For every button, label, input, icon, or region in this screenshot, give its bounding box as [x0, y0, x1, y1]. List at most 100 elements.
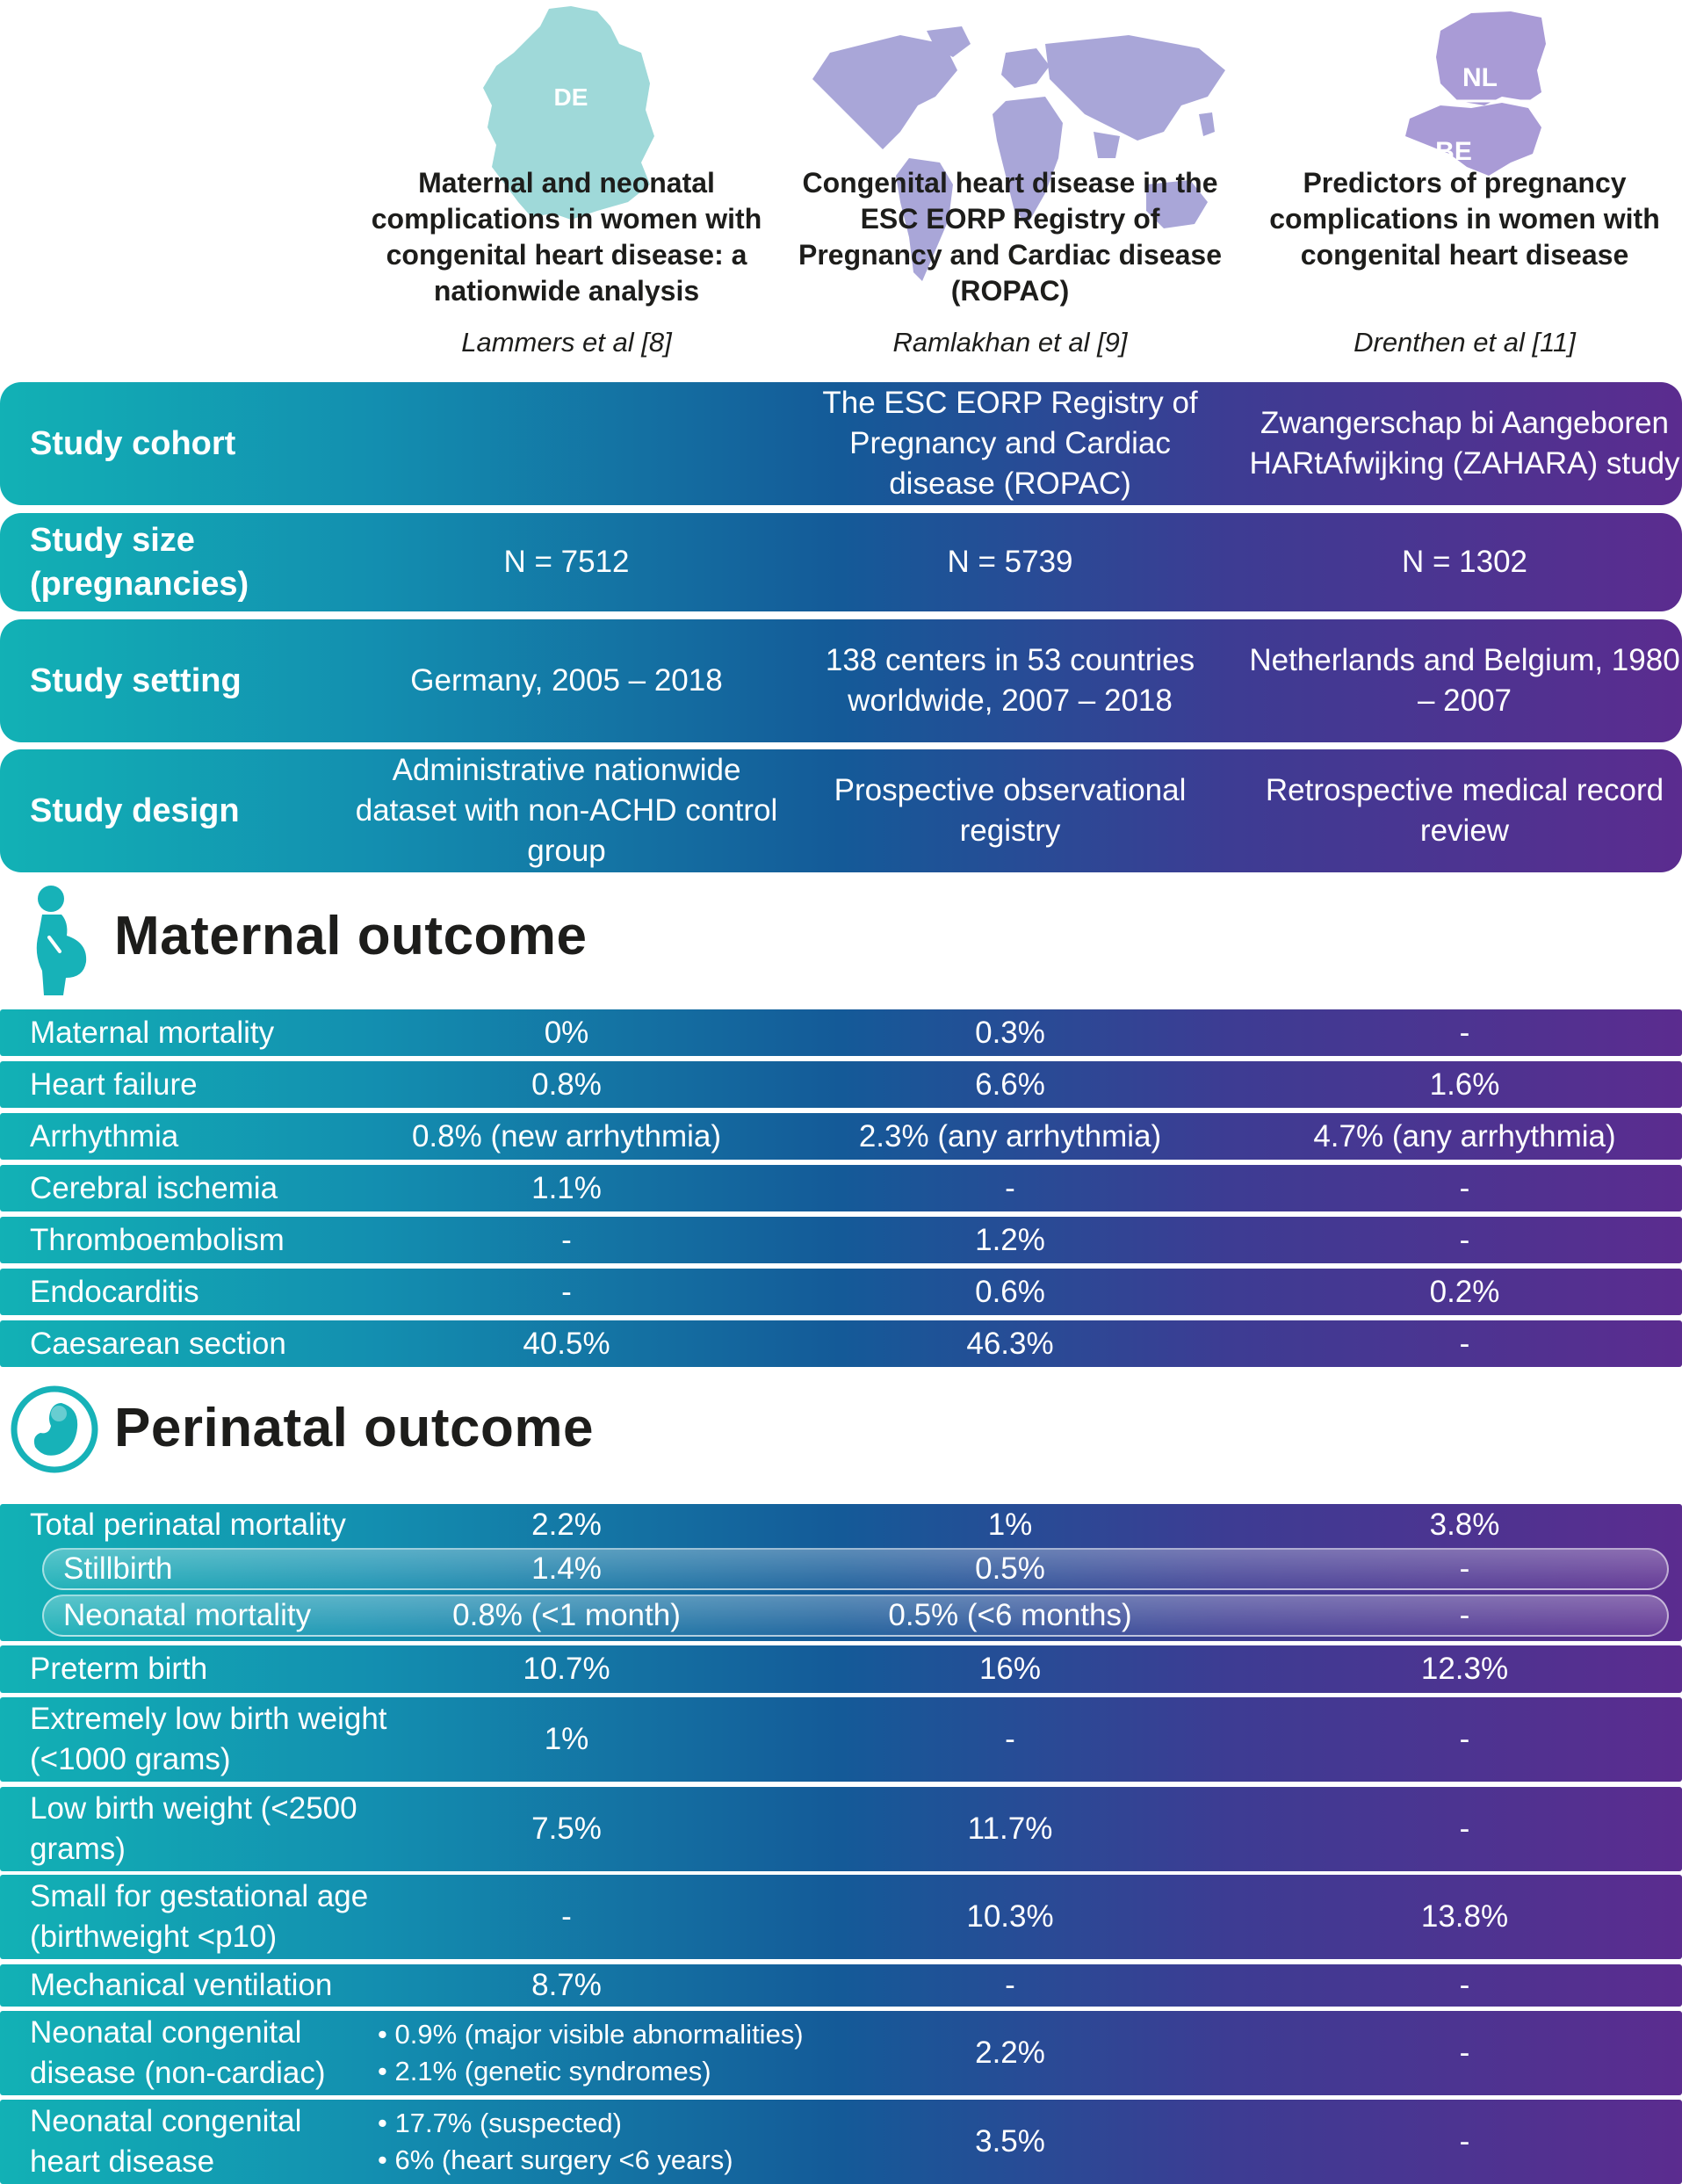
- bullet-item: 0.9% (major visible abnormalities): [378, 2016, 803, 2053]
- row-label: Maternal mortality: [30, 1015, 275, 1050]
- row-value: 0%: [544, 1015, 589, 1050]
- study-row-cohort: Study cohort The ESC EORP Registry of Pr…: [0, 382, 1682, 505]
- pregnant-woman-icon: [36, 886, 87, 995]
- row-value: 40.5%: [523, 1326, 610, 1361]
- row-value: 2.2%: [975, 2036, 1045, 2070]
- row-label: Endocarditis: [30, 1274, 199, 1309]
- row-value: 46.3%: [966, 1326, 1054, 1361]
- row-value: 1%: [544, 1722, 589, 1756]
- outcome-row: Small for gestational age (birthweight <…: [0, 1875, 1682, 1959]
- row-label: Extremely low birth weight (<1000 grams): [30, 1702, 387, 1776]
- row-value: -: [1459, 1598, 1470, 1632]
- row-value: 0.2%: [1429, 1274, 1500, 1309]
- row-value: -: [1459, 1326, 1470, 1361]
- row-value: -: [1459, 2036, 1470, 2070]
- row-value: 4.7% (any arrhythmia): [1313, 1118, 1616, 1153]
- outcome-row: Endocarditis - 0.6% 0.2%: [0, 1269, 1682, 1315]
- row-value: -: [1459, 1170, 1470, 1205]
- outcome-row: Maternal mortality 0% 0.3% -: [0, 1009, 1682, 1056]
- row-label: Preterm birth: [30, 1652, 208, 1686]
- row-value: -: [561, 1899, 572, 1934]
- bullet-item: 6% (heart surgery <6 years): [378, 2142, 733, 2179]
- row-value: -: [561, 1222, 572, 1257]
- row-value: 0.5% (<6 months): [888, 1598, 1132, 1632]
- row-value: 3.8%: [1429, 1508, 1500, 1542]
- row-value: Prospective observational registry: [834, 773, 1187, 848]
- row-value: 1.4%: [531, 1551, 602, 1586]
- outcome-row: Arrhythmia 0.8% (new arrhythmia) 2.3% (any…: [0, 1113, 1682, 1160]
- row-value: 2.3% (any arrhythmia): [858, 1118, 1162, 1153]
- bullet-item: 2.1% (genetic syndromes): [378, 2053, 804, 2090]
- map-label-de: DE: [554, 83, 588, 111]
- row-value: Netherlands and Belgium, 1980 – 2007: [1249, 643, 1680, 718]
- bullet-list: 0.9% (major visible abnormalities) 2.1% …: [378, 2011, 834, 2095]
- neonatal-mortality-pill: [42, 1595, 1669, 1637]
- outcome-row: Heart failure 0.8% 6.6% 1.6%: [0, 1061, 1682, 1108]
- row-value: 0.6%: [975, 1274, 1045, 1309]
- row-value: 12.3%: [1420, 1652, 1509, 1686]
- outcome-row: Thromboembolism - 1.2% -: [0, 1217, 1682, 1263]
- row-label: Caesarean section: [30, 1326, 286, 1361]
- row-value: The ESC EORP Registry of Pregnancy and C…: [822, 386, 1198, 501]
- row-value: -: [1459, 2124, 1470, 2159]
- row-value: Zwangerschap bi Aangeboren HARtAfwijking…: [1249, 406, 1680, 481]
- row-value: 1%: [987, 1508, 1033, 1542]
- map-label-nl: NL: [1462, 63, 1498, 92]
- row-value: 11.7%: [967, 1812, 1053, 1846]
- maternal-outcome-heading: Maternal outcome: [114, 906, 588, 966]
- row-value: Retrospective medical record review: [1265, 773, 1664, 848]
- row-value: -: [1459, 1722, 1470, 1756]
- germany-map: DE: [483, 6, 654, 220]
- study-author-ramlakhan: Ramlakhan et al [9]: [892, 327, 1128, 358]
- outcome-row: Cerebral ischemia 1.1% - -: [0, 1165, 1682, 1211]
- bullet-item: 17.7% (suspected): [378, 2105, 733, 2142]
- row-value: 1.1%: [531, 1170, 602, 1205]
- row-value: 3.5%: [975, 2124, 1045, 2159]
- study-row-design: Study design Administrative nationwide d…: [0, 749, 1682, 872]
- row-label: Small for gestational age (birthweight <…: [30, 1879, 369, 1954]
- row-value: 1.6%: [1429, 1067, 1500, 1102]
- row-value: 0.5%: [975, 1551, 1045, 1586]
- study-row-size: Study size (pregnancies) N = 7512 N = 57…: [0, 513, 1682, 611]
- row-value: 7.5%: [531, 1812, 602, 1846]
- row-label: Study cohort: [30, 425, 236, 462]
- neonatal-congenital-heart-disease-row: Neonatal congenital heart disease 17.7% …: [0, 2100, 1682, 2184]
- row-value: 0.8% (new arrhythmia): [411, 1118, 722, 1153]
- row-value: -: [1459, 1551, 1470, 1586]
- outcome-row: Low birth weight (<2500 grams) 7.5% 11.7% -: [0, 1787, 1682, 1871]
- bullet-list: 17.7% (suspected) 6% (heart surgery <6 y…: [378, 2100, 834, 2184]
- outcome-row: Caesarean section 40.5% 46.3% -: [0, 1320, 1682, 1367]
- study-author-drenthen: Drenthen et al [11]: [1354, 327, 1576, 358]
- row-label: Neonatal congenital disease (non-cardiac…: [30, 2015, 326, 2090]
- row-label: Heart failure: [30, 1067, 198, 1102]
- row-value: N = 7512: [503, 545, 630, 579]
- outcome-row: Extremely low birth weight (<1000 grams)…: [0, 1697, 1682, 1782]
- row-value: 16%: [978, 1652, 1042, 1686]
- map-label-be: BE: [1435, 137, 1472, 166]
- row-value: 0.8%: [531, 1067, 602, 1102]
- row-value: -: [1459, 1968, 1470, 2002]
- row-value: Germany, 2005 – 2018: [410, 663, 723, 698]
- row-value: 13.8%: [1420, 1899, 1509, 1934]
- neonatal-congenital-disease-row: Neonatal congenital disease (non-cardiac…: [0, 2011, 1682, 2095]
- row-label: Cerebral ischemia: [30, 1170, 278, 1205]
- row-value: 138 centers in 53 countries worldwide, 2…: [825, 643, 1195, 718]
- row-label: Stillbirth: [63, 1551, 173, 1586]
- row-value: 2.2%: [531, 1508, 602, 1542]
- study-title-ramlakhan: Congenital heart disease in the ESC EORP…: [798, 167, 1222, 307]
- row-label: Neonatal congenital heart disease: [30, 2104, 302, 2179]
- row-value: -: [1005, 1968, 1015, 2002]
- outcome-row: Mechanical ventilation 8.7% - -: [0, 1964, 1682, 2007]
- world-map: [812, 26, 1225, 281]
- study-author-lammers: Lammers et al [8]: [461, 327, 672, 358]
- row-label: Study size (pregnancies): [30, 522, 249, 603]
- row-label: Arrhythmia: [30, 1118, 179, 1153]
- row-value: -: [1459, 1812, 1470, 1846]
- row-value: -: [561, 1274, 572, 1309]
- row-value: 6.6%: [975, 1067, 1045, 1102]
- row-label: Mechanical ventilation: [30, 1968, 333, 2002]
- row-value: [347, 382, 786, 505]
- study-row-setting: Study setting Germany, 2005 – 2018 138 c…: [0, 619, 1682, 742]
- row-label: Study setting: [30, 662, 242, 699]
- netherlands-belgium-map: NL BE: [1405, 11, 1546, 176]
